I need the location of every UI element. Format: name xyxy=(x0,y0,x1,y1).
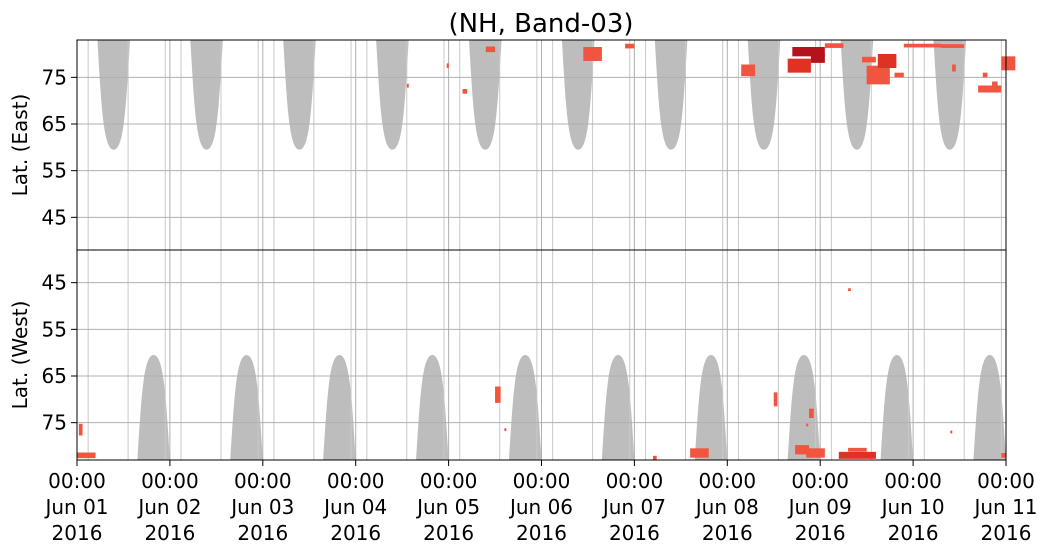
no-data-band-east-7 xyxy=(747,40,781,150)
no-data-band-west-3 xyxy=(416,355,449,460)
east-ytick-label-0: 45 xyxy=(42,205,67,229)
echo-point-18 xyxy=(810,54,825,63)
echo-point-11 xyxy=(652,455,657,460)
x-tick-label-3: 00:00 Jun 04 2016 xyxy=(322,469,387,545)
echo-point-13 xyxy=(806,448,825,458)
echo-point-9 xyxy=(504,428,507,432)
echo-point-12 xyxy=(773,392,778,407)
no-data-band-west-6 xyxy=(694,355,728,460)
echo-point-30 xyxy=(952,64,956,72)
x-tick-label-10: 00:00 Jun 11 2016 xyxy=(972,469,1037,545)
panel-west: 75 65 55 45 Lat. (West) xyxy=(8,249,1007,461)
echo-point-22 xyxy=(862,56,876,63)
no-data-band-east-4 xyxy=(469,40,502,150)
x-tick-label-0: 00:00 Jun 01 2016 xyxy=(43,469,108,545)
x-tick-label-6: 00:00 Jun 07 2016 xyxy=(601,469,666,545)
panel-east: 45 55 65 75 Lat. (East) xyxy=(8,39,1016,251)
echo-point-1 xyxy=(78,423,83,436)
west-y-axis-label: Lat. (West) xyxy=(8,301,32,410)
echo-point-25 xyxy=(894,72,904,78)
no-data-band-west-8 xyxy=(880,355,914,460)
no-data-band-east-5 xyxy=(561,40,595,150)
echo-point-35 xyxy=(1001,453,1006,458)
echo-point-5 xyxy=(485,46,496,53)
echo-point-4 xyxy=(462,89,468,94)
no-data-band-west-0 xyxy=(137,355,170,460)
x-tick-label-4: 00:00 Jun 05 2016 xyxy=(415,469,480,545)
no-data-band-west-5 xyxy=(601,355,635,460)
echo-point-23 xyxy=(866,65,890,85)
echo-point-14 xyxy=(809,408,814,418)
west-ytick-label-3: 45 xyxy=(42,271,67,295)
east-ytick-label-3: 75 xyxy=(42,65,67,89)
echo-point-7 xyxy=(625,43,635,49)
echo-point-33 xyxy=(1001,56,1016,71)
east-ytick-label-2: 65 xyxy=(42,112,67,136)
east-ytick-label-1: 55 xyxy=(42,159,67,183)
echo-point-17 xyxy=(792,47,825,57)
no-data-band-west-1 xyxy=(230,355,263,460)
echo-point-34 xyxy=(992,81,998,88)
echo-point-15 xyxy=(741,64,756,77)
west-ytick-label-0: 75 xyxy=(42,411,67,435)
x-axis: 00:00 Jun 01 2016 00:00 Jun 02 2016 00:00 Jun 0… xyxy=(43,460,1038,545)
west-ytick-label-1: 65 xyxy=(42,364,67,388)
echo-point-28 xyxy=(903,43,941,48)
echo-point-32 xyxy=(982,72,988,78)
no-data-band-east-3 xyxy=(376,40,409,150)
echo-point-3 xyxy=(446,63,449,68)
x-tick-label-9: 00:00 Jun 10 2016 xyxy=(880,469,945,545)
no-data-band-west-4 xyxy=(508,355,542,460)
west-ytick-label-2: 55 xyxy=(42,317,67,341)
echo-point-29 xyxy=(940,44,965,48)
no-data-band-west-9 xyxy=(973,355,1006,460)
no-data-band-east-8 xyxy=(840,40,874,150)
echo-point-26 xyxy=(838,451,876,459)
echo-point-10 xyxy=(690,448,709,458)
no-data-band-west-7 xyxy=(787,355,821,460)
no-data-band-east-9 xyxy=(933,40,967,150)
echo-point-31 xyxy=(978,85,1002,93)
echo-point-6 xyxy=(583,47,602,61)
no-data-band-west-2 xyxy=(323,355,356,460)
echo-point-20 xyxy=(795,445,810,455)
x-tick-label-7: 00:00 Jun 08 2016 xyxy=(694,469,759,545)
echo-point-0 xyxy=(77,452,96,459)
x-tick-label-5: 00:00 Jun 06 2016 xyxy=(508,469,573,545)
no-data-band-east-6 xyxy=(654,40,688,150)
x-tick-label-8: 00:00 Jun 09 2016 xyxy=(787,469,852,545)
x-tick-label-2: 00:00 Jun 03 2016 xyxy=(229,469,294,545)
echo-point-2 xyxy=(406,83,409,88)
no-data-band-east-1 xyxy=(190,40,223,150)
echo-point-21 xyxy=(806,423,809,427)
echo-point-8 xyxy=(495,386,501,403)
chart-title: (NH, Band-03) xyxy=(448,9,633,39)
echo-point-37 xyxy=(950,430,953,434)
echo-point-27 xyxy=(848,447,867,452)
echo-point-24 xyxy=(877,54,897,68)
echo-point-16 xyxy=(787,58,811,73)
no-data-band-east-2 xyxy=(283,40,316,150)
echo-point-36 xyxy=(848,288,851,292)
x-tick-label-1: 00:00 Jun 02 2016 xyxy=(136,469,201,545)
echo-point-19 xyxy=(824,43,844,48)
no-data-band-east-0 xyxy=(97,40,130,150)
east-y-axis-label: Lat. (East) xyxy=(8,94,32,197)
